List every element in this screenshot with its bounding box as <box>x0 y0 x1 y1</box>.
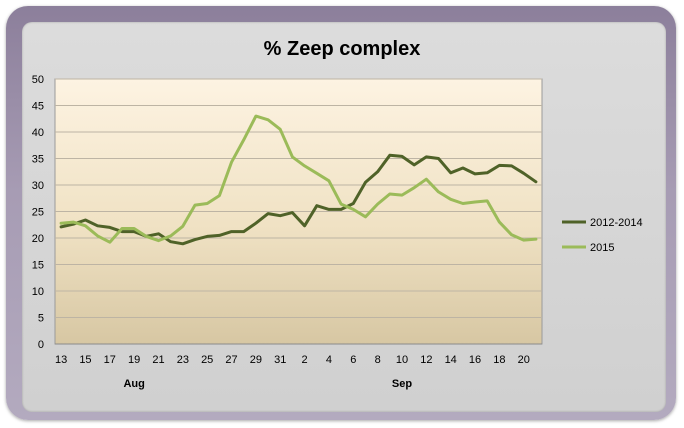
grid-lines <box>55 78 542 318</box>
x-tick-label: 31 <box>274 354 286 366</box>
legend-label: 2012-2014 <box>590 217 643 229</box>
x-tick-label: 27 <box>225 354 237 366</box>
x-tick-label: 21 <box>152 354 164 366</box>
y-tick-label: 50 <box>32 74 44 86</box>
chart-title: % Zeep complex <box>264 38 421 60</box>
legend: 2012-2014 2015 <box>562 217 643 254</box>
x-tick-label: 19 <box>128 354 140 366</box>
y-tick-label: 15 <box>32 260 44 272</box>
y-tick-label: 35 <box>32 154 44 166</box>
x-tick-label: 8 <box>375 354 381 366</box>
x-tick-label: 14 <box>445 354 457 366</box>
x-tick-label: 29 <box>250 354 262 366</box>
x-tick-label: 4 <box>326 354 332 366</box>
y-tick-label: 25 <box>32 207 44 219</box>
x-tick-label: 23 <box>177 354 189 366</box>
x-tick-label: 25 <box>201 354 213 366</box>
y-tick-label: 10 <box>32 286 44 298</box>
x-tick-label: 15 <box>79 354 91 366</box>
x-tick-label: 20 <box>518 354 530 366</box>
y-tick-label: 0 <box>38 339 44 351</box>
y-tick-label: 40 <box>32 127 44 139</box>
y-tick-label: 20 <box>32 233 44 245</box>
x-tick-label: 17 <box>104 354 116 366</box>
month-label: Sep <box>392 378 412 390</box>
y-tick-label: 45 <box>32 101 44 113</box>
x-tick-label: 16 <box>469 354 481 366</box>
x-tick-label: 10 <box>396 354 408 366</box>
y-tick-label: 5 <box>38 313 44 325</box>
x-tick-label: 13 <box>55 354 67 366</box>
y-tick-label: 30 <box>32 180 44 192</box>
axes: 0 5 10 15 20 25 30 35 40 45 50 13 15 17 19 21 23 25 27 29 31… <box>32 74 542 390</box>
x-tick-label: 6 <box>350 354 356 366</box>
x-tick-label: 12 <box>420 354 432 366</box>
series-lines <box>59 114 538 246</box>
x-tick-label: 18 <box>493 354 505 366</box>
series-line-2015 <box>59 114 538 244</box>
month-label: Aug <box>123 378 144 390</box>
x-tick-label: 2 <box>302 354 308 366</box>
legend-label: 2015 <box>590 242 614 254</box>
